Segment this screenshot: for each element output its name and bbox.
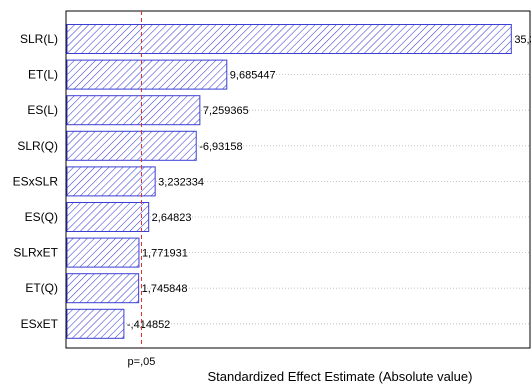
plot-area — [65, 10, 531, 349]
category-label: SLR(Q) — [17, 139, 58, 153]
value-label: 3,232334 — [158, 176, 204, 188]
category-label: ES(Q) — [25, 210, 58, 224]
labels: SLR(L) 35,31666 ET(L) 9,685447 ES(L) 7,259365… — [13, 32, 531, 331]
bar — [66, 308, 125, 339]
value-label: 35,31666 — [514, 34, 531, 46]
x-axis-label: Standardized Effect Estimate (Absolute v… — [208, 369, 473, 384]
category-label: SLRxET — [13, 246, 58, 260]
bar — [66, 95, 201, 126]
category-label: ET(Q) — [25, 281, 58, 295]
category-label: ESxET — [21, 317, 59, 331]
bar — [66, 130, 197, 161]
category-label: ET(L) — [28, 68, 58, 82]
significance-label: p=,05 — [128, 356, 156, 368]
bar — [66, 273, 140, 304]
value-label: -6,93158 — [199, 141, 242, 153]
category-label: SLR(L) — [20, 32, 58, 46]
bar — [66, 59, 228, 90]
bar — [66, 237, 140, 268]
category-label: ESxSLR — [13, 174, 59, 188]
value-label: 1,745848 — [142, 283, 188, 295]
bar — [66, 202, 150, 232]
value-label: 7,259365 — [203, 105, 249, 117]
bar — [66, 166, 156, 197]
value-label: 1,771931 — [142, 248, 188, 260]
category-label: ES(L) — [27, 103, 58, 117]
value-label: 9,685447 — [230, 70, 276, 82]
value-label: 2,64823 — [152, 212, 192, 224]
value-label: -,414852 — [127, 319, 170, 331]
bar — [66, 24, 512, 54]
